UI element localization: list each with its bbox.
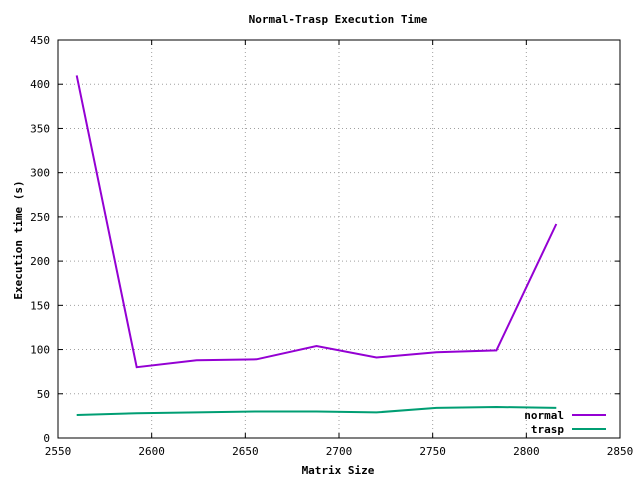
y-tick-label: 200 [30,255,50,268]
y-tick-label: 250 [30,211,50,224]
series-line-normal [75,75,558,369]
legend-label-normal: normal [524,409,564,422]
x-tick-label: 2650 [232,445,259,458]
plot-frame [57,39,621,439]
y-tick-label: 300 [30,167,50,180]
x-axis-label: Matrix Size [302,464,375,477]
y-tick-label: 150 [30,299,50,312]
y-axis-label: Execution time (s) [12,180,25,299]
series-line-trasp [76,405,557,416]
y-tick-label: 350 [30,122,50,135]
y-tick-label: 0 [43,432,50,445]
y-tick-label: 450 [30,34,50,47]
y-tick-label: 50 [37,388,50,401]
x-tick-label: 2550 [45,445,72,458]
grid-lines [58,40,620,438]
x-tick-label: 2800 [513,445,540,458]
x-tick-label: 2850 [607,445,634,458]
chart-title: Normal-Trasp Execution Time [249,13,428,26]
x-tick-label: 2700 [326,445,353,458]
axis-ticks: 2550 2600 2650 2700 2750 2800 2850 0 50 100 150 200… [30,34,633,458]
x-tick-label: 2600 [138,445,165,458]
x-tick-label: 2750 [419,445,446,458]
series-lines [75,75,558,416]
y-tick-label: 100 [30,344,50,357]
y-tick-label: 400 [30,78,50,91]
legend-label-trasp: trasp [531,423,564,436]
